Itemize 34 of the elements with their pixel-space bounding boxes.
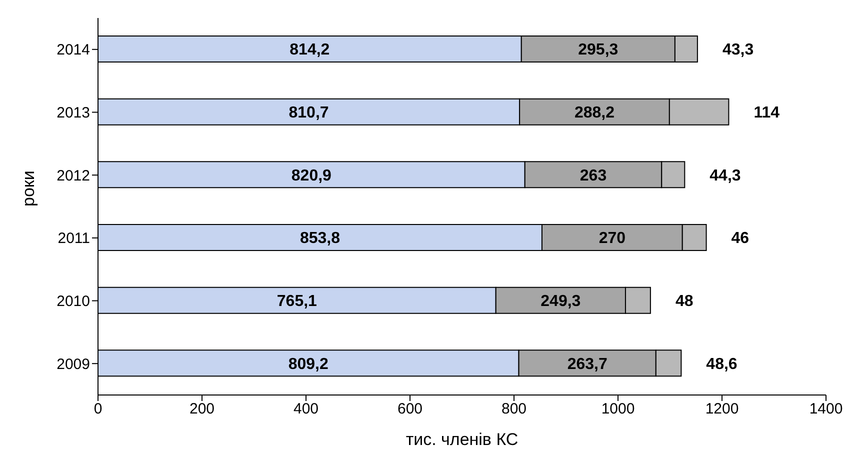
x-tick-label: 0 — [94, 400, 102, 418]
y-tick-label: 2009 — [56, 356, 90, 373]
x-tick-label: 1000 — [601, 400, 635, 418]
y-tick-label: 2013 — [56, 104, 90, 122]
data-label: 270 — [598, 230, 626, 248]
x-tick-label: 1200 — [705, 400, 739, 418]
x-tick-label: 600 — [397, 400, 423, 418]
data-label: 765,1 — [276, 293, 318, 310]
x-axis-title: тис. членів КС — [406, 430, 518, 449]
y-tick-label: 2011 — [58, 230, 90, 248]
y-tick-label: 2012 — [56, 167, 90, 184]
data-label: 48,6 — [706, 356, 738, 373]
x-tick-label: 400 — [293, 400, 319, 418]
data-label: 809,2 — [288, 356, 329, 373]
data-label: 263,7 — [567, 356, 608, 373]
data-label: 249,3 — [540, 293, 581, 310]
data-label: 295,3 — [578, 42, 618, 59]
data-label: 814,2 — [290, 42, 330, 59]
data-label: 48 — [675, 293, 694, 310]
x-tick-label: 1400 — [809, 400, 843, 418]
data-label: 263 — [580, 167, 607, 184]
y-tick-label: 2010 — [56, 293, 90, 310]
data-label: 46 — [731, 230, 750, 248]
data-label: 288,2 — [574, 104, 615, 122]
data-label: 43,3 — [722, 42, 754, 59]
x-tick-label: 800 — [501, 400, 527, 418]
y-axis-title: роки — [19, 170, 38, 206]
data-label: 810,7 — [288, 104, 329, 122]
y-tick-label: 2014 — [56, 42, 90, 59]
data-label: 114 — [754, 104, 780, 122]
data-label: 853,8 — [300, 230, 340, 248]
data-label: 820,9 — [291, 167, 332, 184]
x-tick-label: 200 — [189, 400, 215, 418]
data-label: 44,3 — [710, 167, 741, 184]
